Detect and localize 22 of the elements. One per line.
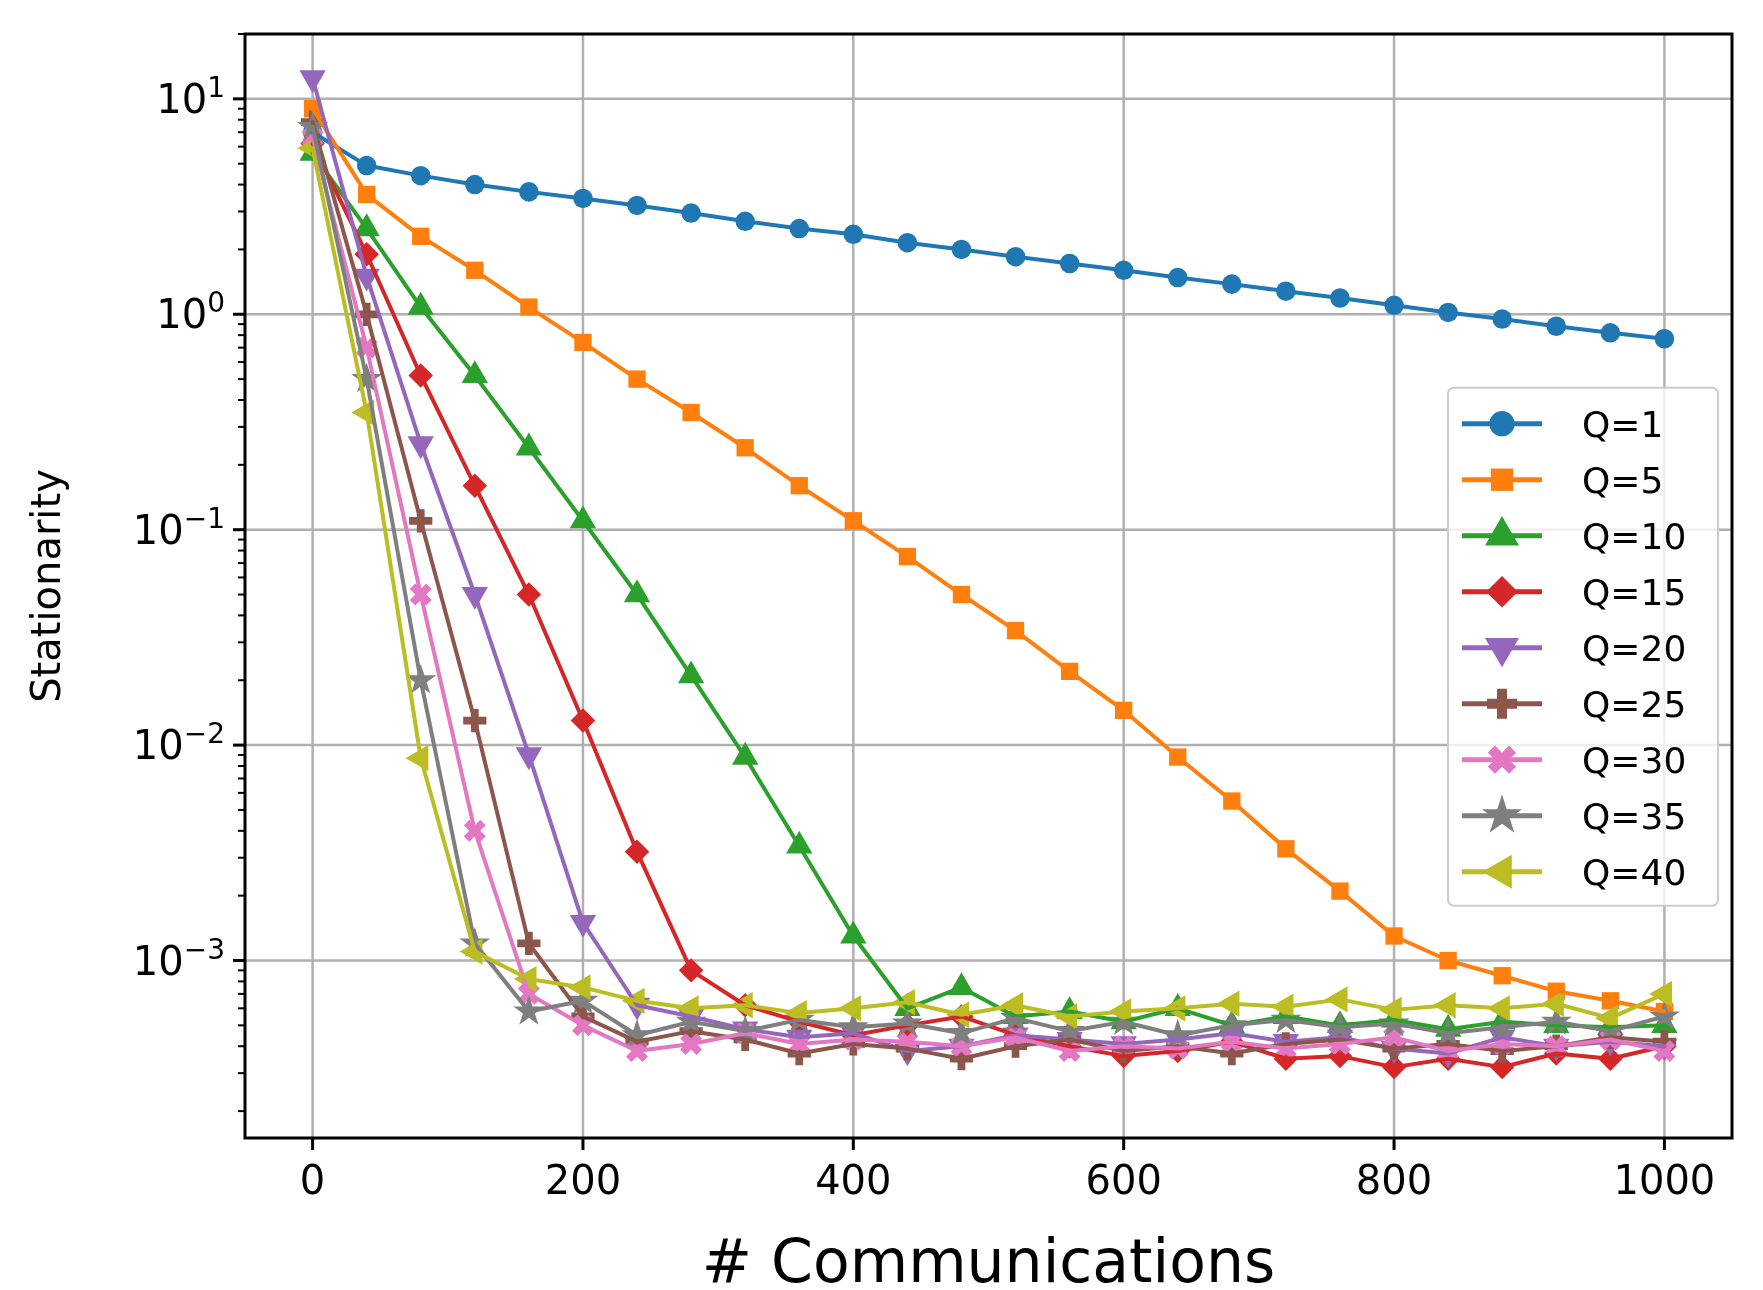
legend-label: Q=5	[1582, 459, 1664, 501]
x-tick-label: 1000	[1613, 1157, 1716, 1203]
legend-label: Q=25	[1582, 683, 1687, 725]
legend-label: Q=40	[1582, 851, 1687, 893]
legend-label: Q=30	[1582, 739, 1687, 781]
legend-label: Q=1	[1582, 403, 1664, 445]
y-tick-label: 10$^{−2}$	[132, 716, 225, 769]
legend-label: Q=20	[1582, 627, 1687, 669]
legend-label: Q=15	[1582, 571, 1687, 613]
legend-label: Q=10	[1582, 515, 1687, 557]
x-tick-label: 800	[1355, 1157, 1433, 1203]
y-axis-title: Stationarity	[23, 469, 69, 703]
y-tick-label: 10$^{−3}$	[132, 932, 225, 984]
y-tick-label: 10$^{0}$	[156, 285, 225, 338]
y-tick-label: 10$^{1}$	[156, 70, 225, 122]
y-tick-label: 10$^{−1}$	[132, 501, 225, 553]
legend-label: Q=35	[1582, 795, 1687, 837]
x-tick-label: 400	[815, 1157, 892, 1203]
x-tick-label: 0	[299, 1157, 326, 1203]
x-axis-title: # Communications	[701, 1226, 1276, 1290]
x-tick-label: 600	[1085, 1157, 1162, 1203]
x-tick-label: 200	[544, 1157, 622, 1203]
